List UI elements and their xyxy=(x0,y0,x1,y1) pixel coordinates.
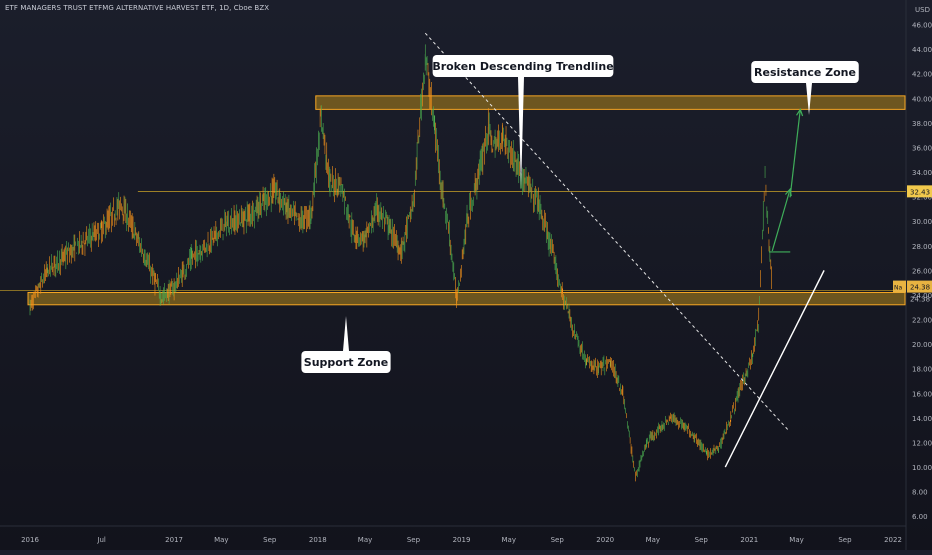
resistance-callout-text: Resistance Zone xyxy=(754,66,856,79)
support-callout[interactable]: Support Zone xyxy=(301,316,391,373)
last-price-tag-text: 24.38 xyxy=(910,284,930,292)
x-tick-label: May xyxy=(502,536,516,544)
x-tick-label: Sep xyxy=(838,536,852,544)
y-tick-label: 36.00 xyxy=(912,144,932,152)
projection-arrow-2-shaft xyxy=(789,109,801,198)
y-tick-label: 20.00 xyxy=(912,341,932,349)
projection-arrow-1-shaft xyxy=(771,189,791,252)
chart-title: ETF MANAGERS TRUST ETFMG ALTERNATIVE HAR… xyxy=(5,4,270,12)
x-tick-label: 2019 xyxy=(453,536,471,544)
y-tick-label: 6.00 xyxy=(912,513,928,521)
last-price-tag-bg xyxy=(907,280,932,293)
resistance-callout-pointer xyxy=(806,83,812,115)
x-tick-label: 2021 xyxy=(740,536,758,544)
resistance-callout-box xyxy=(751,61,859,83)
y-tick-label: 18.00 xyxy=(912,366,932,374)
support-callout-box xyxy=(301,351,391,373)
x-tick-label: May xyxy=(358,536,372,544)
y-tick-label: 32.00 xyxy=(912,194,932,202)
x-tick-label: Sep xyxy=(695,536,709,544)
y-tick-label: 46.00 xyxy=(912,22,932,30)
y-tick-label: 34.00 xyxy=(912,169,932,177)
y-tick-label: 22.00 xyxy=(912,317,932,325)
y-tick-label: 28.00 xyxy=(912,243,932,251)
projection[interactable] xyxy=(768,108,804,253)
x-tick-label: Sep xyxy=(407,536,421,544)
level-price-tag: 32.43 xyxy=(907,185,932,198)
x-tick-label: 2022 xyxy=(884,536,902,544)
y-tick-label: 38.00 xyxy=(912,120,932,128)
price-axis[interactable]: 6.00 8.00 10.00 12.00 14.00 16.00 18.00 20.00 22… xyxy=(912,6,932,521)
support-callout-text: Support Zone xyxy=(304,356,388,369)
resistance-callout[interactable]: Resistance Zone xyxy=(751,61,859,115)
support-callout-pointer xyxy=(343,316,349,351)
x-tick-label: May xyxy=(789,536,803,544)
y-tick-label: 44.00 xyxy=(912,46,932,54)
x-tick-label: May xyxy=(214,536,228,544)
price-prefix-text: Na xyxy=(894,285,902,292)
x-tick-label: Sep xyxy=(551,536,565,544)
x-tick-label: 2018 xyxy=(309,536,327,544)
descending-callout-box xyxy=(432,55,614,77)
descending-callout[interactable]: Broken Descending Trendline xyxy=(432,55,614,190)
level-price-tag-bg xyxy=(907,185,932,198)
descending-callout-text: Broken Descending Trendline xyxy=(432,60,613,73)
x-tick-label: 2020 xyxy=(596,536,614,544)
y-tick-label: 42.00 xyxy=(912,71,932,79)
price-prefix-bg xyxy=(893,280,906,293)
candles xyxy=(29,44,772,482)
y-tick-label: 8.00 xyxy=(912,489,928,497)
x-tick-label: Sep xyxy=(263,536,277,544)
x-tick-label: May xyxy=(646,536,660,544)
descending-callout-pointer xyxy=(518,77,524,190)
y-tick-label: 30.00 xyxy=(912,218,932,226)
y-tick-label: 14.00 xyxy=(912,415,932,423)
y-tick-label: 26.00 xyxy=(912,267,932,275)
projection-arrow-2-head xyxy=(796,108,804,117)
x-tick-label: 2016 xyxy=(21,536,39,544)
x-tick-label: Jul xyxy=(96,536,106,544)
last-price-sub: 24.38 xyxy=(910,295,930,303)
time-axis[interactable]: 2016 Jul 2017 May Sep 2018 May Sep 2019 May Sep 202… xyxy=(21,536,902,544)
ascending-trendline[interactable] xyxy=(724,270,825,468)
currency-label: USD xyxy=(915,6,930,14)
resistance-zone xyxy=(315,95,906,110)
level-price-tag-text: 32.43 xyxy=(910,188,930,196)
x-tick-label: 2017 xyxy=(165,536,183,544)
y-tick-label: 16.00 xyxy=(912,390,932,398)
y-tick-label: 24.00 xyxy=(912,292,932,300)
y-tick-label: 40.00 xyxy=(912,95,932,103)
last-price-tag: 24.38 xyxy=(907,280,932,293)
support-zone xyxy=(27,291,906,306)
y-tick-label: 10.00 xyxy=(912,464,932,472)
y-tick-label: 12.00 xyxy=(912,439,932,447)
